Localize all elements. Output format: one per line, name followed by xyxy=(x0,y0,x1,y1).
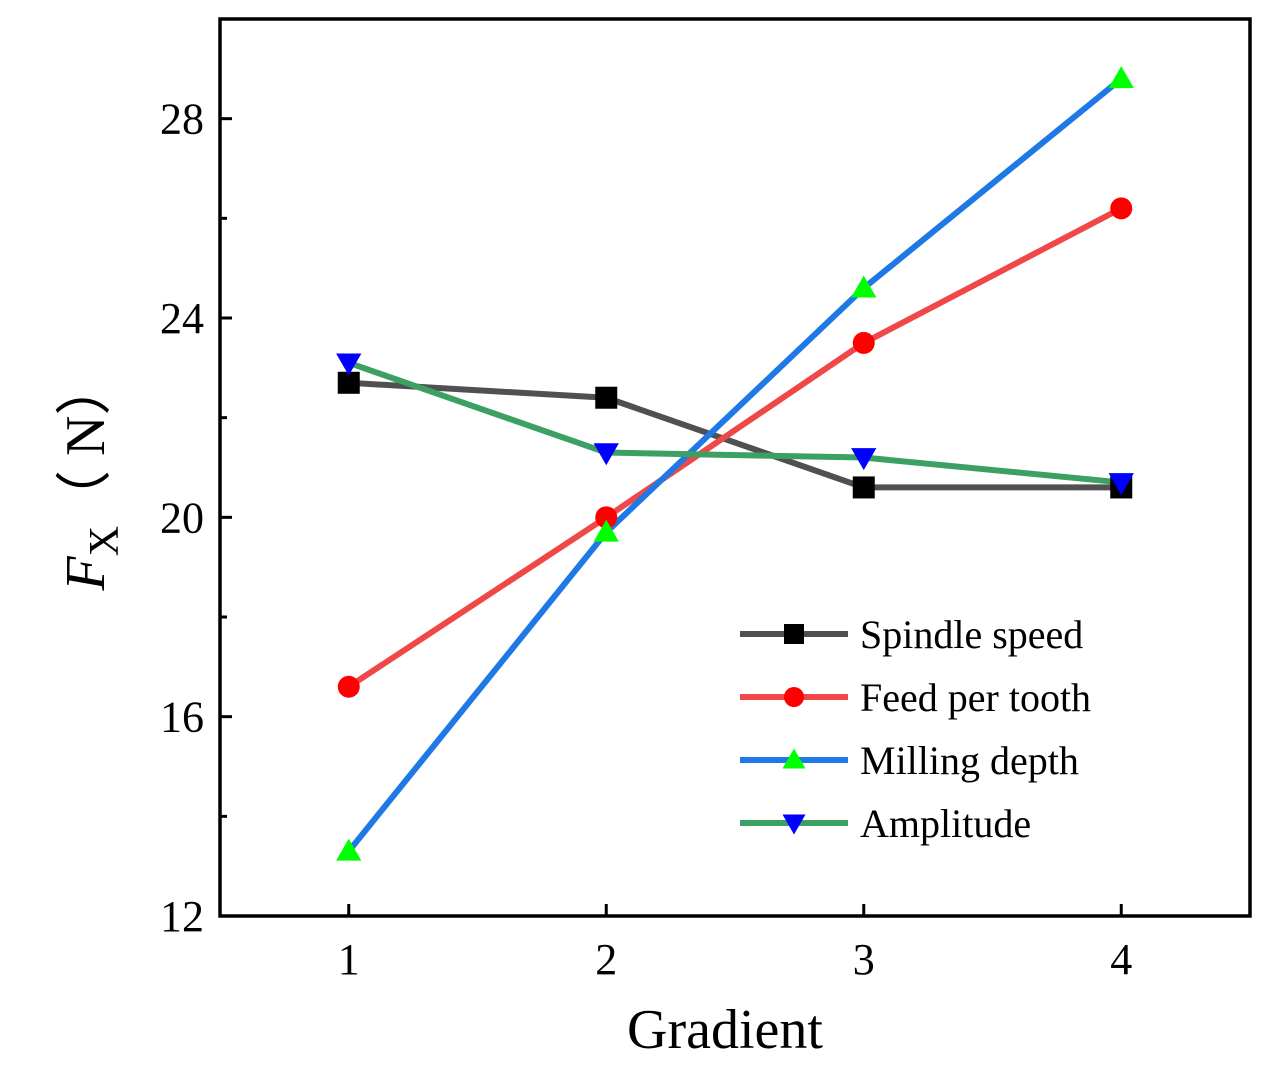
legend-marker-feed-per-tooth xyxy=(784,687,804,707)
data-point-amplitude xyxy=(1108,473,1134,496)
x-tick-label: 3 xyxy=(853,935,875,984)
y-axis-title: FX（ N） xyxy=(55,359,128,591)
x-tick-label: 1 xyxy=(338,935,360,984)
data-point-amplitude xyxy=(593,443,619,466)
series-line-feed-per-tooth xyxy=(347,205,1123,690)
y-axis-title-main: F xyxy=(55,556,117,592)
data-point-milling-depth xyxy=(336,838,362,861)
series-line-amplitude xyxy=(347,360,1122,486)
series-line-milling-depth xyxy=(346,76,1124,854)
data-point-feed-per-tooth xyxy=(852,331,875,354)
legend-marker-milling-depth xyxy=(782,748,806,769)
legend-label-amplitude: Amplitude xyxy=(860,801,1031,846)
x-tick-label: 2 xyxy=(595,935,617,984)
data-point-feed-per-tooth xyxy=(337,675,360,698)
data-point-spindle-speed xyxy=(337,371,360,394)
data-point-milling-depth xyxy=(851,275,877,298)
data-point-milling-depth xyxy=(1108,66,1134,89)
data-point-spindle-speed xyxy=(595,386,618,409)
y-tick-label: 24 xyxy=(160,294,204,343)
data-point-milling-depth xyxy=(593,519,619,542)
y-tick-label: 16 xyxy=(160,693,204,742)
svg-text:FX（ N）: FX（ N） xyxy=(55,359,128,591)
legend-label-feed-per-tooth: Feed per tooth xyxy=(860,675,1091,720)
x-tick-label: 4 xyxy=(1110,935,1132,984)
legend-marker-spindle-speed xyxy=(784,624,804,644)
legend: Spindle speed Feed per tooth Milling depth… xyxy=(740,612,1091,846)
data-point-feed-per-tooth xyxy=(595,506,618,529)
y-tick-label: 20 xyxy=(160,493,204,542)
x-axis-title: Gradient xyxy=(627,999,823,1061)
data-point-amplitude xyxy=(336,353,362,376)
data-point-spindle-speed xyxy=(852,476,875,499)
plot-frame xyxy=(218,17,1252,918)
y-axis-title-subscript: X xyxy=(82,526,128,556)
y-axis-title-unit: （ N） xyxy=(55,359,117,525)
legend-marker-amplitude xyxy=(782,814,806,835)
y-tick-label: 28 xyxy=(160,95,204,144)
data-point-amplitude xyxy=(851,448,877,471)
series-layer xyxy=(336,66,1134,861)
legend-label-spindle-speed: Spindle speed xyxy=(860,612,1083,657)
series-line-spindle-speed xyxy=(348,379,1122,491)
legend-label-milling-depth: Milling depth xyxy=(860,738,1079,783)
data-point-feed-per-tooth xyxy=(1110,197,1133,220)
y-tick-label: 12 xyxy=(160,892,204,941)
